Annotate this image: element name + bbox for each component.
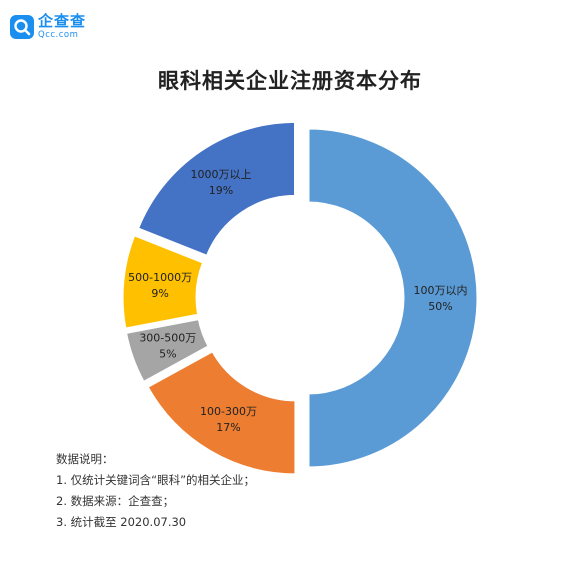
slice-label: 100-300万 [200,405,257,418]
brand-name: 企查查 [38,12,87,30]
magnifier-logo-icon [10,14,34,39]
slice-label: 100万以内 [414,283,468,297]
brand-logo: 企查查 Qcc.com [10,14,86,40]
slice-percent-label: 19% [209,184,233,197]
slice-percent-label: 5% [159,348,176,361]
data-notes: 数据说明： 1. 仅统计关键词含“眼科”的相关企业； 2. 数据来源：企查查； … [56,449,255,533]
donut-slice [135,119,298,259]
slice-percent-label: 9% [151,287,168,300]
notes-heading: 数据说明： [56,452,114,466]
brand-domain: Qcc.com [38,30,79,40]
donut-slice [120,232,206,331]
donut-slice [123,316,212,385]
slice-label: 1000万以上 [191,168,252,181]
slice-percent-label: 17% [216,421,240,434]
note-item: 3. 统计截至 2020.07.30 [56,515,187,529]
slice-label: 300-500万 [139,332,196,345]
donut-slice [144,348,298,477]
chart-title: 眼科相关企业注册资本分布 [158,69,422,93]
slice-label: 500-1000万 [128,271,192,284]
note-item: 1. 仅统计关键词含“眼科”的相关企业； [56,473,256,487]
donut-slice [306,126,480,470]
note-item: 2. 数据来源：企查查； [56,494,175,508]
slice-percent-label: 50% [428,300,452,313]
